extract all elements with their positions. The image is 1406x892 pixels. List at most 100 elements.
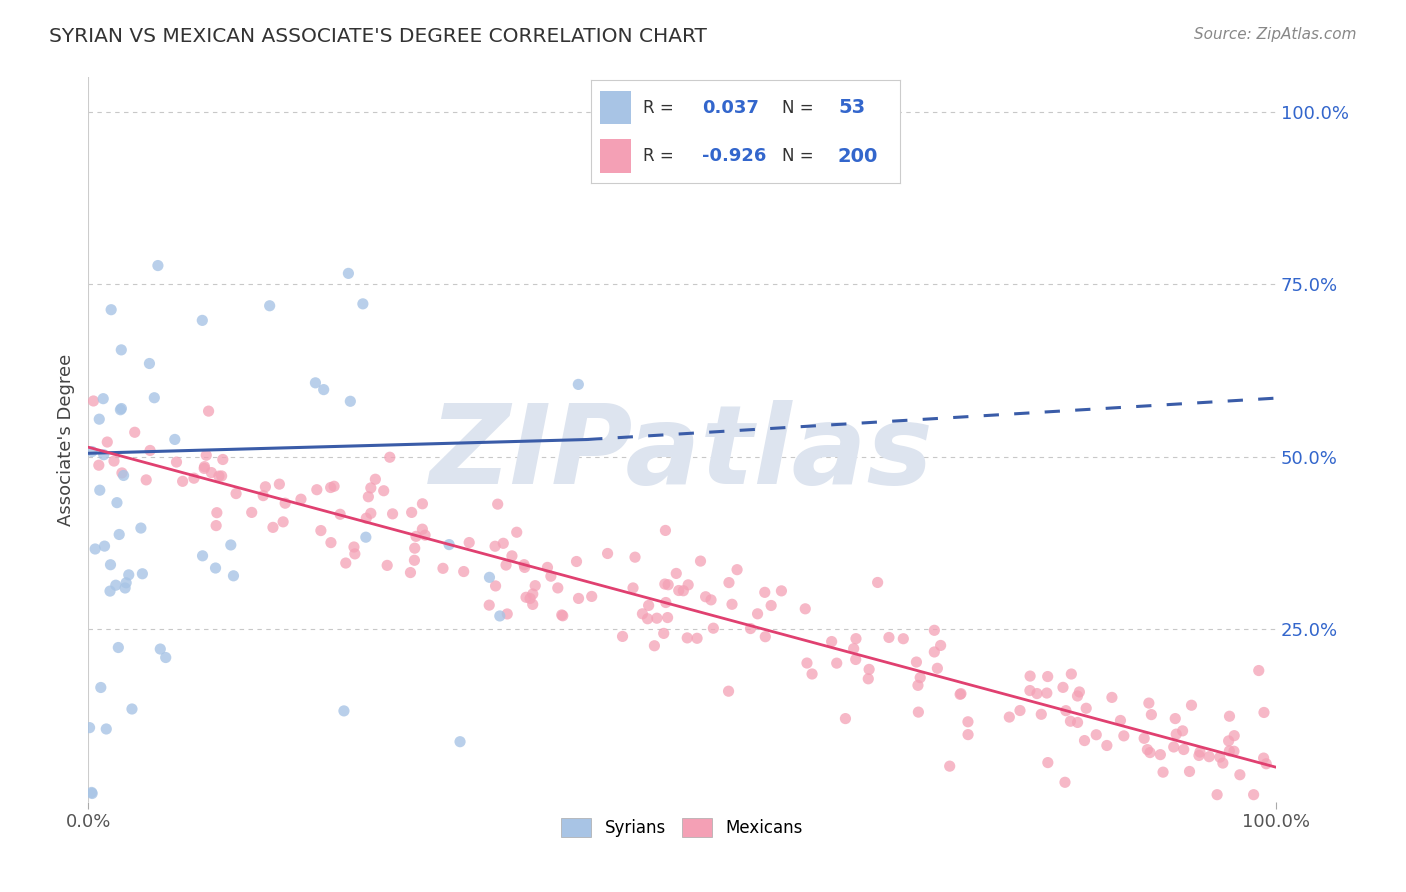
Point — [1066, 715, 1088, 730]
Point — [1180, 698, 1202, 713]
Point — [702, 621, 724, 635]
Point — [1019, 669, 1042, 683]
Point — [801, 667, 824, 681]
Point — [274, 496, 297, 510]
Point — [1060, 667, 1083, 681]
Point — [1036, 686, 1059, 700]
Point — [565, 555, 588, 569]
Point — [319, 535, 342, 549]
Point — [1173, 742, 1195, 756]
Point — [501, 549, 523, 563]
Point — [1229, 768, 1251, 782]
Point — [1140, 707, 1163, 722]
Point — [82, 787, 104, 801]
Point — [405, 529, 427, 543]
Point — [1095, 739, 1118, 753]
Point — [290, 492, 312, 507]
Point — [567, 377, 589, 392]
Point — [343, 540, 366, 554]
Point — [375, 558, 398, 573]
Point — [567, 591, 589, 606]
Point — [794, 602, 817, 616]
Point — [1178, 764, 1201, 779]
Point — [96, 722, 118, 736]
Point — [484, 579, 506, 593]
Point — [413, 528, 436, 542]
Point — [676, 631, 699, 645]
Point — [1052, 681, 1074, 695]
Point — [754, 585, 776, 599]
Point — [676, 578, 699, 592]
Point — [100, 302, 122, 317]
Point — [957, 728, 980, 742]
Point — [596, 547, 619, 561]
Point — [211, 469, 233, 483]
Point — [1163, 739, 1185, 754]
Point — [478, 598, 501, 612]
Point — [98, 584, 121, 599]
Point — [747, 607, 769, 621]
Point — [183, 471, 205, 485]
Point — [1085, 728, 1108, 742]
Point — [135, 473, 157, 487]
Point — [1019, 683, 1042, 698]
Point — [166, 455, 188, 469]
Point — [759, 599, 782, 613]
Point — [770, 583, 793, 598]
Point — [381, 507, 404, 521]
Point — [337, 266, 360, 280]
Point — [949, 687, 972, 701]
Point — [1036, 669, 1059, 683]
Point — [1218, 709, 1240, 723]
Point — [700, 593, 723, 607]
Point — [1171, 723, 1194, 738]
Point — [360, 506, 382, 520]
Point — [312, 383, 335, 397]
Point — [411, 497, 433, 511]
Point — [143, 391, 166, 405]
Point — [929, 639, 952, 653]
Point — [1243, 788, 1265, 802]
Text: SYRIAN VS MEXICAN ASSOCIATE'S DEGREE CORRELATION CHART: SYRIAN VS MEXICAN ASSOCIATE'S DEGREE COR… — [49, 27, 707, 45]
Point — [796, 656, 818, 670]
Point — [211, 452, 233, 467]
Point — [360, 481, 382, 495]
Point — [513, 558, 536, 572]
Point — [204, 561, 226, 575]
Point — [115, 575, 138, 590]
Point — [858, 662, 880, 676]
Point — [927, 661, 949, 675]
Point — [79, 721, 101, 735]
Point — [323, 479, 346, 493]
Point — [686, 632, 709, 646]
Point — [121, 702, 143, 716]
Text: ZIPatlas: ZIPatlas — [430, 401, 934, 508]
Point — [581, 590, 603, 604]
Point — [259, 299, 281, 313]
Point — [172, 475, 194, 489]
Point — [114, 581, 136, 595]
Point — [1152, 765, 1174, 780]
Point — [91, 392, 114, 406]
Point — [404, 541, 426, 556]
Point — [522, 598, 544, 612]
Point — [411, 522, 433, 536]
Point — [657, 578, 679, 592]
Point — [107, 640, 129, 655]
Point — [1164, 712, 1187, 726]
Point — [725, 563, 748, 577]
Point — [93, 448, 115, 462]
Point — [866, 575, 889, 590]
Point — [193, 461, 215, 475]
Point — [401, 505, 423, 519]
Point — [104, 578, 127, 592]
Point — [1066, 689, 1088, 703]
Point — [908, 671, 931, 685]
Point — [93, 539, 115, 553]
Point — [924, 645, 946, 659]
Point — [354, 530, 377, 544]
Point — [252, 489, 274, 503]
Point — [858, 672, 880, 686]
Point — [877, 631, 900, 645]
Point — [149, 642, 172, 657]
